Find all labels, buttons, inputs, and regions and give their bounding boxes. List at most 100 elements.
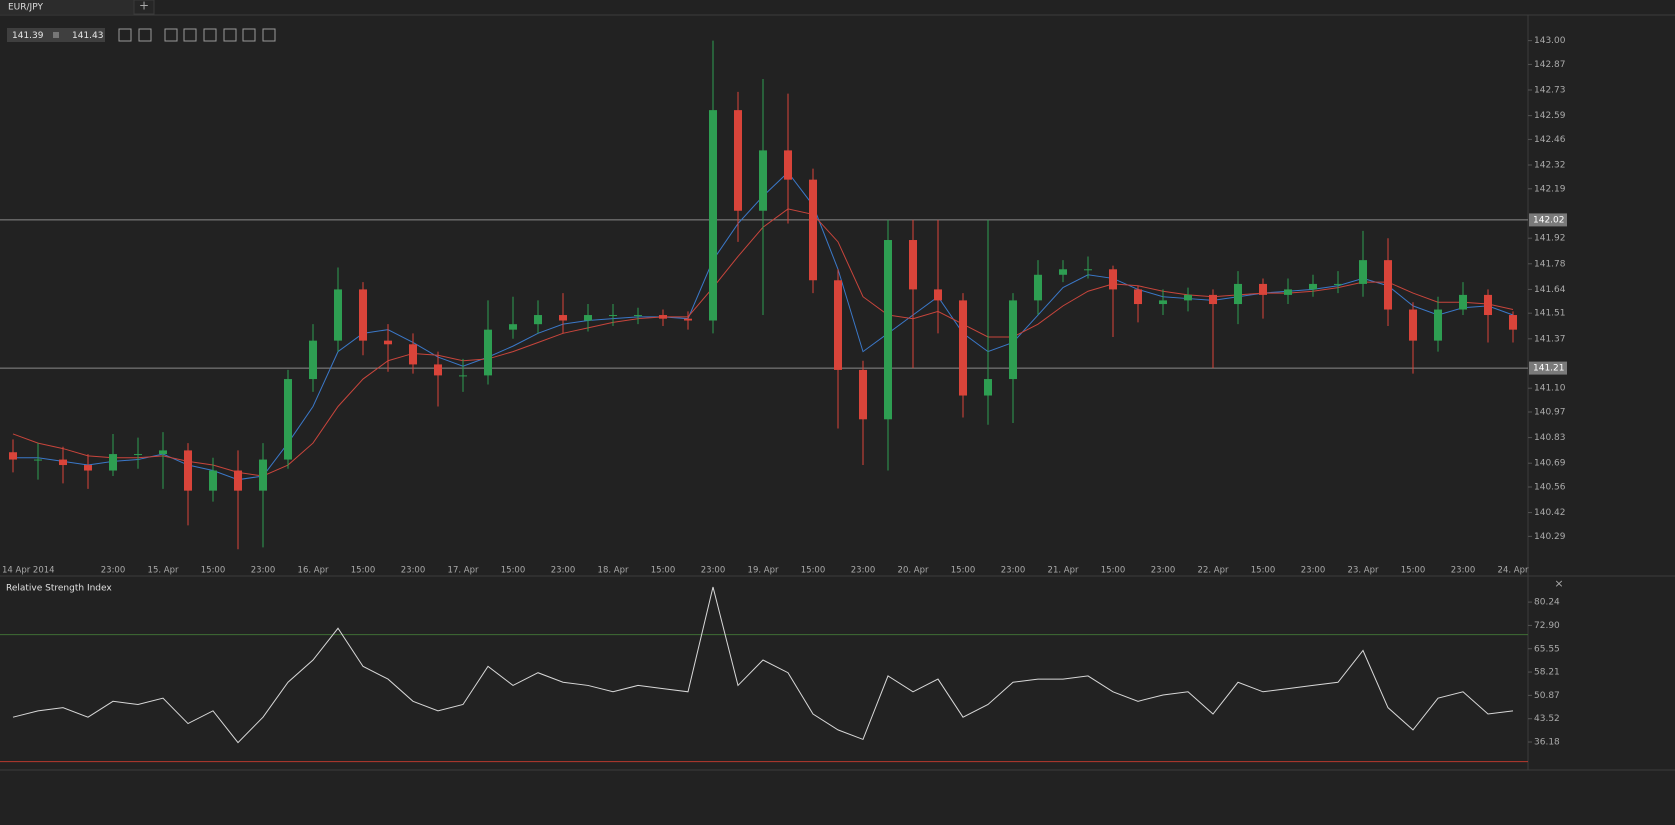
candle-body <box>1109 269 1117 290</box>
x-tick-label: 19. Apr <box>748 566 779 576</box>
candle-body <box>84 465 92 471</box>
toolbar <box>118 28 276 42</box>
pen[interactable] <box>262 28 276 42</box>
zoom-out[interactable] <box>118 28 132 42</box>
level-label: 141.21 <box>1533 364 1565 374</box>
candle-body <box>1509 315 1517 330</box>
candle-body <box>609 315 617 317</box>
x-tick-label: 23:00 <box>401 566 426 576</box>
candle-body <box>734 110 742 211</box>
x-tick-label: 16. Apr <box>298 566 329 576</box>
candle-body <box>234 470 242 491</box>
y-tick-label: 72.90 <box>1534 621 1560 631</box>
y-tick-label: 140.69 <box>1534 459 1566 469</box>
ask: 141.43 <box>72 31 104 41</box>
x-tick-label: 21. Apr <box>1048 566 1079 576</box>
candle-body <box>709 110 717 321</box>
candle-body <box>59 459 67 466</box>
candle-body <box>959 300 967 396</box>
candle-body <box>334 289 342 341</box>
y-tick-label: 140.83 <box>1534 433 1566 443</box>
candle-body <box>159 450 167 455</box>
candle-body <box>434 364 442 376</box>
y-tick-label: 142.46 <box>1534 135 1566 145</box>
candle-body <box>359 289 367 341</box>
x-tick-label: 14 Apr 2014 <box>2 566 55 576</box>
candle-body <box>909 240 917 290</box>
x-tick-label: 15:00 <box>201 566 226 576</box>
x-tick-label: 24. Apr <box>1498 566 1529 576</box>
y-tick-label: 142.87 <box>1534 60 1566 70</box>
level-tag <box>1529 213 1567 227</box>
y-tick-label: 140.97 <box>1534 407 1566 417</box>
level-tag <box>1529 361 1567 375</box>
x-tick-label: 23:00 <box>1451 566 1476 576</box>
plot-layer: 143.00 142.87 142.73 142.59 142.46 142.32 142.… <box>0 36 1567 763</box>
level-label: 142.02 <box>1533 215 1565 225</box>
y-tick-label: 43.52 <box>1534 714 1560 724</box>
add-tab-label[interactable]: + <box>139 0 149 13</box>
y-tick-label: 142.73 <box>1534 86 1566 96</box>
candle-body <box>1234 283 1242 305</box>
candle-body <box>409 344 417 365</box>
candle-body <box>109 454 117 471</box>
candle-body <box>659 315 667 319</box>
candle-body <box>834 280 842 370</box>
candle-body <box>1159 300 1167 305</box>
y-tick-label: 36.18 <box>1534 738 1560 748</box>
x-tick-label: 15:00 <box>1401 566 1426 576</box>
candle-body <box>784 150 792 180</box>
candle-body <box>584 315 592 321</box>
x-tick-label: 23:00 <box>851 566 876 576</box>
symbol-tab[interactable]: EUR/JPY <box>8 3 43 13</box>
x-tick-label: 15:00 <box>351 566 376 576</box>
candle-body <box>1184 294 1192 301</box>
candle-body <box>559 315 567 321</box>
candle-body <box>34 459 42 461</box>
y-tick-label: 142.32 <box>1534 161 1566 171</box>
x-tick-label: 20. Apr <box>898 566 929 576</box>
close-pane[interactable]: × <box>1554 577 1563 590</box>
x-tick-label: 23:00 <box>701 566 726 576</box>
chart-type[interactable] <box>183 28 197 42</box>
zoom-in[interactable] <box>138 28 152 42</box>
candle-body <box>209 470 217 491</box>
candle-body <box>934 289 942 301</box>
x-tick-label: 17. Apr <box>448 566 479 576</box>
x-tick-label: 23:00 <box>101 566 126 576</box>
candle-body <box>1334 283 1342 285</box>
x-tick-label: 22. Apr <box>1198 566 1229 576</box>
y-tick-label: 140.56 <box>1534 482 1566 492</box>
spread-icon <box>53 32 59 38</box>
x-tick-label: 15. Apr <box>148 566 179 576</box>
y-tick-label: 142.19 <box>1534 184 1566 194</box>
y-tick-label: 141.10 <box>1534 384 1566 394</box>
y-tick-label: 142.59 <box>1534 111 1566 121</box>
x-tick-label: 23:00 <box>1001 566 1026 576</box>
candle-body <box>1359 260 1367 284</box>
y-tick-label: 140.29 <box>1534 532 1566 542</box>
objects[interactable] <box>223 28 237 42</box>
period[interactable] <box>164 28 178 42</box>
candle-body <box>384 340 392 345</box>
y-tick-label: 80.24 <box>1534 598 1560 608</box>
candle-body <box>859 369 867 420</box>
candle-body <box>1434 309 1442 341</box>
x-tick-label: 15:00 <box>501 566 526 576</box>
candle-body <box>134 454 142 456</box>
draw[interactable] <box>242 28 256 42</box>
candle-body <box>534 315 542 325</box>
candle-body <box>1284 289 1292 295</box>
tab[interactable] <box>0 0 134 14</box>
y-tick-label: 141.92 <box>1534 234 1566 244</box>
candle-body <box>459 375 467 377</box>
candle-body <box>1384 260 1392 310</box>
x-tick-label: 18. Apr <box>598 566 629 576</box>
candle-body <box>1409 309 1417 341</box>
y-tick-label: 65.55 <box>1534 644 1560 654</box>
candle-body <box>684 318 692 321</box>
add-tab[interactable] <box>133 0 155 15</box>
y-tick-label: 141.78 <box>1534 259 1566 269</box>
indicators[interactable] <box>203 28 217 42</box>
